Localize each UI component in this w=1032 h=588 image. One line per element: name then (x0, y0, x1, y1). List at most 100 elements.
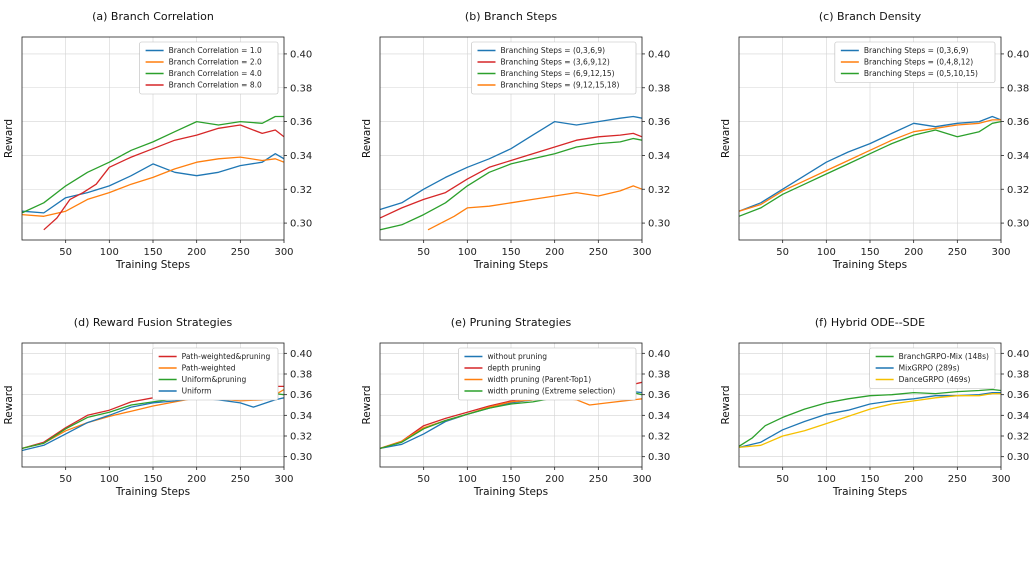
legend: Path-weighted&pruning Path-weighted Unifor… (152, 347, 279, 401)
x-tick-label: 100 (817, 247, 836, 258)
legend-label: depth pruning (487, 364, 540, 373)
y-tick-label: 0.38 (290, 370, 312, 381)
x-tick-label: 200 (187, 474, 206, 485)
legend-box (152, 347, 279, 401)
y-axis-label: Reward (3, 385, 15, 424)
series-line (739, 392, 1001, 449)
x-tick-label: 250 (589, 247, 608, 258)
x-tick-label: 300 (632, 474, 651, 485)
y-tick-label: 0.38 (648, 370, 670, 381)
chart-panel-branch-density: (c) Branch Density 50 100 150 200 250 300 0.30 0… (720, 10, 1029, 271)
legend-label: width pruning (Extreme selection) (487, 387, 615, 396)
y-tick-label: 0.30 (1007, 452, 1029, 463)
x-tick-label: 300 (632, 247, 651, 258)
x-tick-label: 50 (417, 247, 430, 258)
x-tick-label: 300 (991, 474, 1010, 485)
series-line (739, 119, 1001, 212)
legend-label: BranchGRPO-Mix (148s) (899, 352, 989, 361)
y-tick-label: 0.30 (648, 452, 670, 463)
legend: Branching Steps = (0,3,6,9) Branching Ste… (471, 41, 637, 95)
legend-label: Branching Steps = (0,3,6,9) (864, 46, 969, 55)
x-tick-label: 300 (274, 247, 293, 258)
y-tick-label: 0.40 (1007, 349, 1029, 360)
x-tick-label: 150 (143, 247, 162, 258)
x-tick-label: 150 (501, 474, 520, 485)
y-tick-label: 0.40 (648, 349, 670, 360)
chart-title: (b) Branch Steps (465, 10, 557, 23)
y-axis-label: Reward (720, 119, 732, 158)
legend-label: Uniform (182, 387, 212, 396)
y-tick-label: 0.38 (648, 83, 670, 94)
x-tick-label: 100 (817, 474, 836, 485)
x-tick-label: 250 (231, 474, 250, 485)
series-line (739, 391, 1001, 449)
legend: without pruning depth pruning width prunin… (458, 347, 637, 401)
x-tick-label: 200 (545, 474, 564, 485)
x-tick-label: 50 (59, 474, 72, 485)
legend-label: Branching Steps = (0,5,10,15) (864, 69, 978, 78)
x-tick-label: 100 (458, 247, 477, 258)
y-tick-label: 0.32 (648, 185, 670, 196)
y-axis-label: Reward (361, 119, 373, 158)
x-tick-label: 50 (417, 474, 430, 485)
y-tick-label: 0.32 (648, 432, 670, 443)
legend-label: Branch Correlation = 2.0 (169, 58, 262, 67)
legend-label: Path-weighted (182, 364, 236, 373)
x-tick-label: 50 (776, 247, 789, 258)
x-tick-label: 250 (948, 247, 967, 258)
x-tick-label: 250 (948, 474, 967, 485)
chart-title: (f) Hybrid ODE--SDE (815, 316, 925, 329)
y-tick-label: 0.34 (648, 411, 670, 422)
legend-label: Branching Steps = (6,9,12,15) (501, 69, 615, 78)
x-tick-label: 250 (589, 474, 608, 485)
y-tick-label: 0.34 (1007, 411, 1029, 422)
series-line (380, 137, 642, 231)
legend-label: Branch Correlation = 4.0 (169, 69, 262, 78)
x-tick-label: 100 (458, 474, 477, 485)
plot-frame (738, 36, 1002, 241)
legend-label: Branching Steps = (3,6,9,12) (501, 58, 610, 67)
x-tick-label: 150 (501, 247, 520, 258)
chart-title: (e) Pruning Strategies (451, 316, 572, 329)
series-line (22, 115, 284, 214)
y-tick-label: 0.34 (290, 151, 312, 162)
chart-title: (d) Reward Fusion Strategies (74, 316, 233, 329)
x-tick-label: 200 (904, 247, 923, 258)
chart-panel-hybrid-ode-sde: (f) Hybrid ODE--SDE 50 100 150 200 250 300 0.30… (720, 316, 1029, 498)
x-tick-label: 100 (100, 474, 119, 485)
plot-frame (738, 342, 1002, 468)
x-tick-label: 150 (143, 474, 162, 485)
legend-label: Path-weighted&pruning (182, 352, 271, 361)
chart-panel-reward-fusion: (d) Reward Fusion Strategies 50 100 150 200 2… (3, 316, 312, 498)
legend-box (139, 41, 279, 95)
y-tick-label: 0.38 (1007, 370, 1029, 381)
x-axis-label: Training Steps (832, 259, 907, 271)
x-tick-label: 150 (860, 474, 879, 485)
series-line (739, 115, 1001, 212)
legend-box (471, 41, 637, 95)
x-tick-label: 100 (100, 247, 119, 258)
series-line (22, 153, 284, 214)
legend-label: Branching Steps = (9,12,15,18) (501, 81, 620, 90)
y-tick-label: 0.30 (290, 452, 312, 463)
chart-panel-branch-correlation: (a) Branch Correlation 50 100 150 200 250 300 0… (3, 10, 312, 271)
x-tick-label: 200 (545, 247, 564, 258)
x-tick-label: 150 (860, 247, 879, 258)
x-axis-label: Training Steps (473, 486, 548, 498)
y-tick-label: 0.32 (290, 185, 312, 196)
y-tick-label: 0.36 (648, 117, 670, 128)
legend: Branch Correlation = 1.0 Branch Correlati… (139, 41, 279, 95)
legend: Branching Steps = (0,3,6,9) Branching Ste… (834, 41, 996, 83)
y-tick-label: 0.32 (290, 432, 312, 443)
y-axis-label: Reward (720, 385, 732, 424)
y-tick-label: 0.34 (290, 411, 312, 422)
x-axis-label: Training Steps (115, 259, 190, 271)
y-tick-label: 0.30 (290, 219, 312, 230)
legend-box (458, 347, 637, 401)
series-line (43, 124, 284, 231)
series-line (22, 397, 284, 452)
series-line (380, 396, 642, 450)
legend-label: Branch Correlation = 8.0 (169, 81, 262, 90)
x-axis-label: Training Steps (832, 486, 907, 498)
legend-box (834, 41, 996, 83)
